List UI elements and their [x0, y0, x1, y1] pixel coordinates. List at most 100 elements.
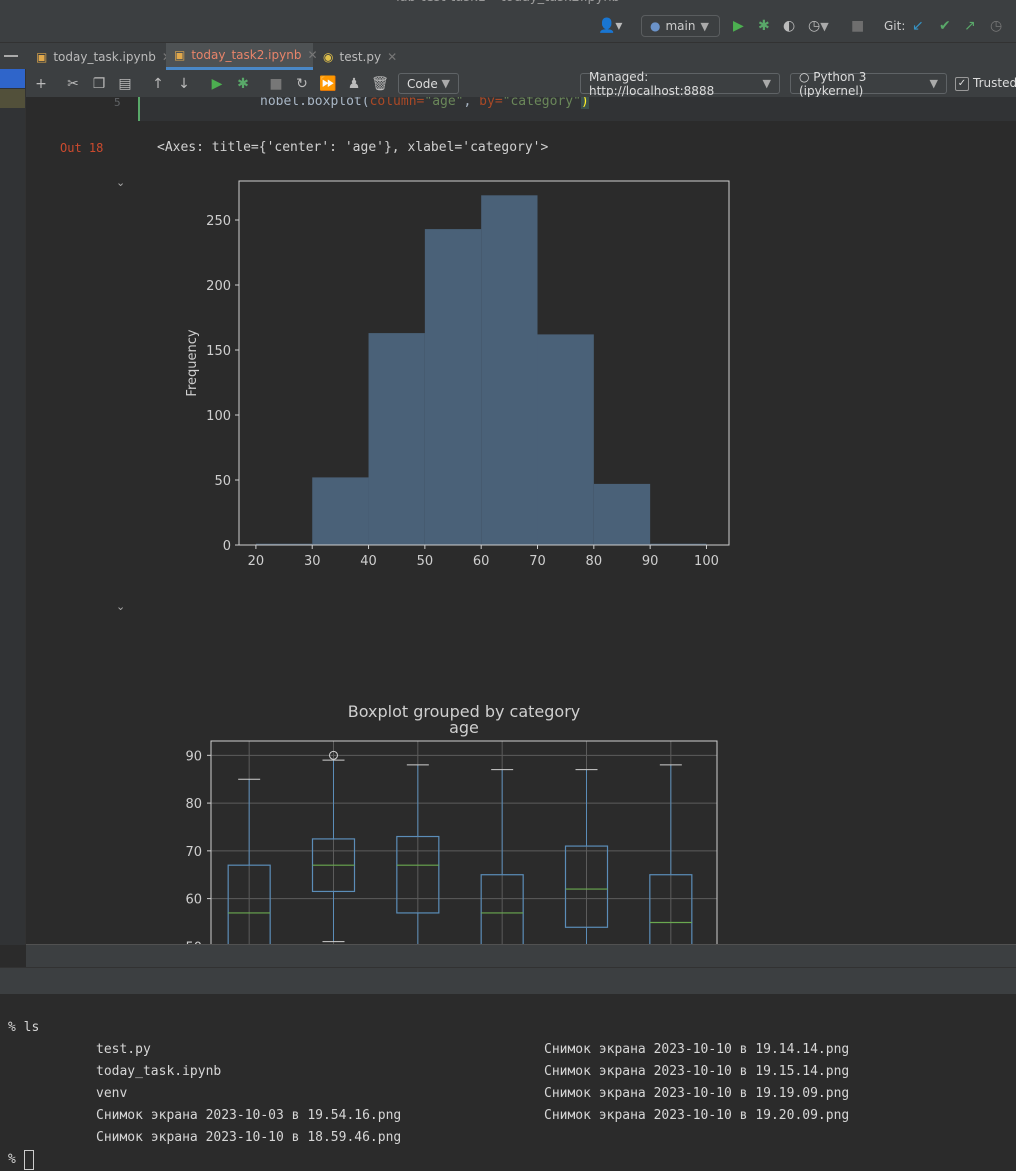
tab-test-py[interactable]: ◉ test.py ✕ [315, 43, 397, 70]
tab-label: today_task.ipynb [53, 49, 156, 64]
delete-cell-icon[interactable]: 🗑 [371, 76, 389, 92]
notebook-toolbar: + ✂ ❐ ▤ ↑ ↓ ▶ ✱ ■ ↻ ⏩ ♟ 🗑 Code ▼ Managed… [26, 69, 1016, 98]
run-cell-icon[interactable]: ▶ [211, 76, 223, 92]
terminal-prompt: % ls [8, 1020, 40, 1035]
x-tick-label: 60 [473, 554, 490, 569]
copy-icon[interactable]: ❐ [92, 76, 106, 92]
chevron-down-icon: ▼ [441, 77, 450, 90]
cell-edit-indicator [138, 97, 140, 121]
y-tick-label: 100 [206, 409, 231, 424]
x-tick-label: 70 [529, 554, 546, 569]
terminal[interactable]: % ls test.py today_task.ipynb venv Снимо… [0, 994, 1016, 1171]
trusted-checkbox[interactable]: ✓ [955, 77, 969, 91]
minimize-icon[interactable] [4, 55, 18, 57]
output-text: <Axes: title={'center': 'age'}, xlabel='… [157, 140, 549, 155]
y-tick-label: 200 [206, 279, 231, 294]
y-tick-label: 0 [223, 539, 231, 554]
chevron-down-icon: ▼ [700, 19, 709, 33]
horizontal-scrollbar[interactable] [26, 944, 1016, 968]
outlier-point [329, 750, 338, 760]
run-all-icon[interactable]: ⏩ [319, 76, 337, 92]
branch-selector[interactable]: ● main ▼ [641, 15, 720, 37]
clear-outputs-icon[interactable]: ♟ [347, 76, 361, 92]
git-label: Git: [884, 19, 906, 33]
kernel-select[interactable]: ○ Python 3 (ipykernel) ▼ [790, 69, 947, 98]
y-tick-label: 80 [185, 797, 202, 812]
cell-marker-current[interactable] [0, 89, 25, 108]
cell-marker-selected[interactable] [0, 69, 25, 88]
kernel-status-icon: ○ [799, 69, 814, 84]
stop-icon[interactable]: ■ [851, 18, 865, 34]
notebook-file-icon: ▣ [174, 48, 186, 62]
close-icon[interactable]: ✕ [307, 48, 318, 62]
cell-type-label: Code [407, 76, 438, 91]
tool-window-header [0, 967, 1016, 995]
move-up-icon[interactable]: ↑ [152, 76, 164, 92]
branch-label: main [665, 19, 696, 33]
terminal-cursor [24, 1150, 34, 1170]
window-title: lab-test-task1 – today_task2.ipynb [0, 0, 1016, 5]
run-icon[interactable]: ▶ [733, 18, 744, 34]
profile-icon[interactable]: ◷▼ [808, 18, 829, 34]
tab-label: today_task2.ipynb [191, 48, 302, 62]
histogram-bar [424, 229, 482, 545]
chart-subtitle: age [449, 718, 479, 737]
account-icon[interactable]: 👤▾ [598, 18, 623, 34]
git-history-icon[interactable]: ◷ [990, 18, 1003, 34]
debug-cell-icon[interactable]: ✱ [237, 76, 249, 92]
y-tick-label: 70 [185, 845, 202, 860]
collapse-output-icon[interactable]: ⌄ [116, 176, 126, 189]
tab-label: test.py [339, 49, 382, 64]
python-icon: ● [650, 19, 661, 33]
title-bar: lab-test-task1 – today_task2.ipynb 👤▾ ● … [0, 0, 1016, 42]
terminal-line: Снимок экрана 2023-10-10 в 19.15.14.png [544, 1064, 850, 1079]
y-tick-label: 150 [206, 344, 231, 359]
tab-today-task2[interactable]: ▣ today_task2.ipynb ✕ [166, 43, 318, 70]
python-file-icon: ◉ [323, 49, 334, 64]
editor-tabs: ▣ today_task.ipynb ✕ ▣ today_task2.ipynb… [0, 42, 1016, 71]
x-tick-label: 20 [248, 554, 265, 569]
code-cell[interactable]: nobel.boxplot(column="age", by="category… [140, 97, 1016, 121]
trusted-label: Trusted [973, 76, 1016, 90]
box [480, 874, 524, 945]
paste-icon[interactable]: ▤ [118, 76, 132, 92]
y-tick-label: 90 [185, 749, 202, 764]
y-axis-label: Frequency [185, 329, 200, 396]
cell-type-select[interactable]: Code ▼ [398, 73, 459, 94]
tab-today-task[interactable]: ▣ today_task.ipynb ✕ [28, 43, 172, 70]
x-tick-label: 100 [694, 554, 719, 569]
git-commit-icon[interactable]: ✔ [939, 18, 951, 34]
restart-icon[interactable]: ↻ [296, 76, 308, 92]
git-update-icon[interactable]: ↙ [912, 18, 924, 34]
terminal-prompt: % [8, 1152, 16, 1167]
x-tick-label: 80 [586, 554, 603, 569]
move-down-icon[interactable]: ↓ [178, 76, 190, 92]
close-icon[interactable]: ✕ [387, 49, 398, 64]
histogram-bar [368, 333, 425, 545]
terminal-line: venv [96, 1086, 128, 1101]
y-tick-label: 50 [214, 474, 231, 489]
git-push-icon[interactable]: ↗ [964, 18, 976, 34]
debug-icon[interactable]: ✱ [758, 18, 770, 34]
out-label: Out 18 [60, 141, 104, 155]
add-cell-icon[interactable]: + [35, 76, 47, 92]
histogram-bar [593, 483, 651, 545]
plot-frame [238, 180, 730, 546]
code-line[interactable]: nobel.boxplot(column="age", by="category… [260, 97, 589, 109]
collapse-output-icon[interactable]: ⌄ [116, 600, 126, 613]
histogram-chart: 20 30 40 50 60 70 80 90 100 0 50 100 150 200 250 Freque… [185, 180, 730, 569]
server-select[interactable]: Managed: http://localhost:8888 ▼ [580, 70, 780, 98]
notebook-area: nobel.boxplot(column="age", by="category… [26, 97, 1016, 945]
boxplot-chart: Boxplot grouped by categoryage3040506070… [185, 702, 718, 945]
chevron-down-icon: ▼ [929, 77, 938, 90]
y-tick-label: 60 [185, 893, 202, 908]
box [396, 835, 440, 914]
cut-icon[interactable]: ✂ [67, 76, 79, 92]
box [227, 864, 271, 945]
coverage-icon[interactable]: ◐ [783, 18, 796, 34]
histogram-bar [312, 477, 369, 545]
y-tick-label: 50 [185, 940, 202, 945]
x-tick-label: 50 [417, 554, 434, 569]
interrupt-icon[interactable]: ■ [269, 76, 283, 92]
terminal-line: Снимок экрана 2023-10-10 в 18.59.46.png [96, 1130, 402, 1145]
